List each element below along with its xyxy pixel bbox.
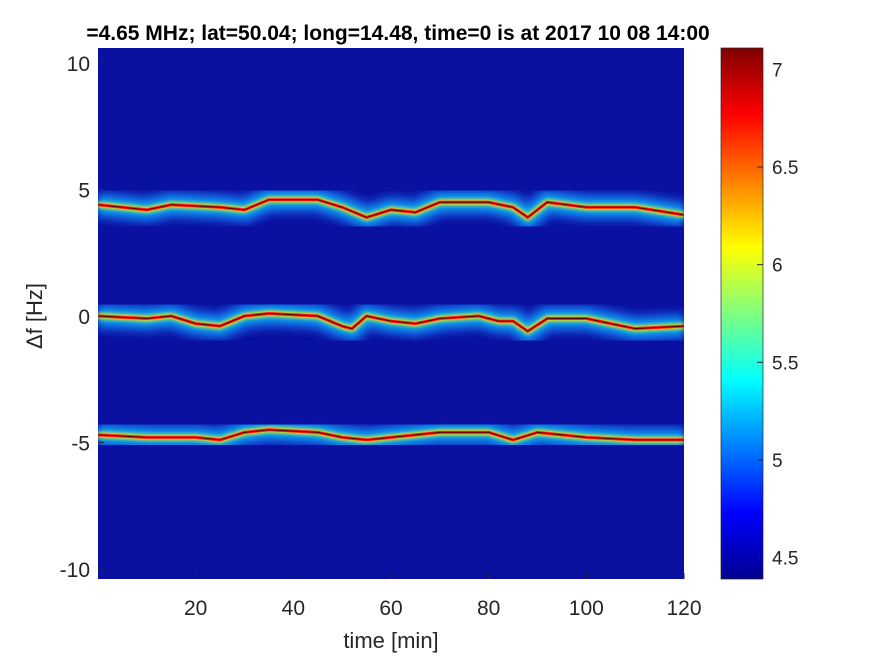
x-tick-label: 60 xyxy=(379,597,402,620)
middle-band xyxy=(98,298,684,350)
colorbar-tick-label: 5.5 xyxy=(772,353,798,374)
colorbar-tick-label: 7 xyxy=(772,60,783,81)
colorbar-tick-label: 5 xyxy=(772,451,783,472)
colorbar-tick-label: 6.5 xyxy=(772,158,798,179)
upper-band xyxy=(98,184,684,237)
y-tick-label: 0 xyxy=(78,306,90,329)
band-ridge xyxy=(98,429,684,441)
lower-band xyxy=(98,414,684,456)
x-tick-label: 80 xyxy=(477,597,500,620)
y-tick-label: -10 xyxy=(60,559,90,582)
band-ridge xyxy=(98,312,684,332)
x-axis-label: time [min] xyxy=(343,628,438,653)
x-tick-label: 100 xyxy=(569,597,604,620)
y-axis-label: Δf [Hz] xyxy=(22,283,47,349)
y-tick-label: -5 xyxy=(71,432,90,455)
band-ridge xyxy=(98,199,684,219)
x-tick-label: 40 xyxy=(282,597,305,620)
y-tick-label: 5 xyxy=(78,180,90,203)
x-tick-label: 20 xyxy=(184,597,207,620)
colorbar xyxy=(720,47,764,580)
colorbar-tick-label: 4.5 xyxy=(772,549,798,570)
y-tick-label: 10 xyxy=(67,53,90,76)
chart-title: =4.65 MHz; lat=50.04; long=14.48, time=0… xyxy=(86,22,709,45)
x-tick-label: 120 xyxy=(666,597,701,620)
colorbar-tick-label: 6 xyxy=(772,256,783,277)
